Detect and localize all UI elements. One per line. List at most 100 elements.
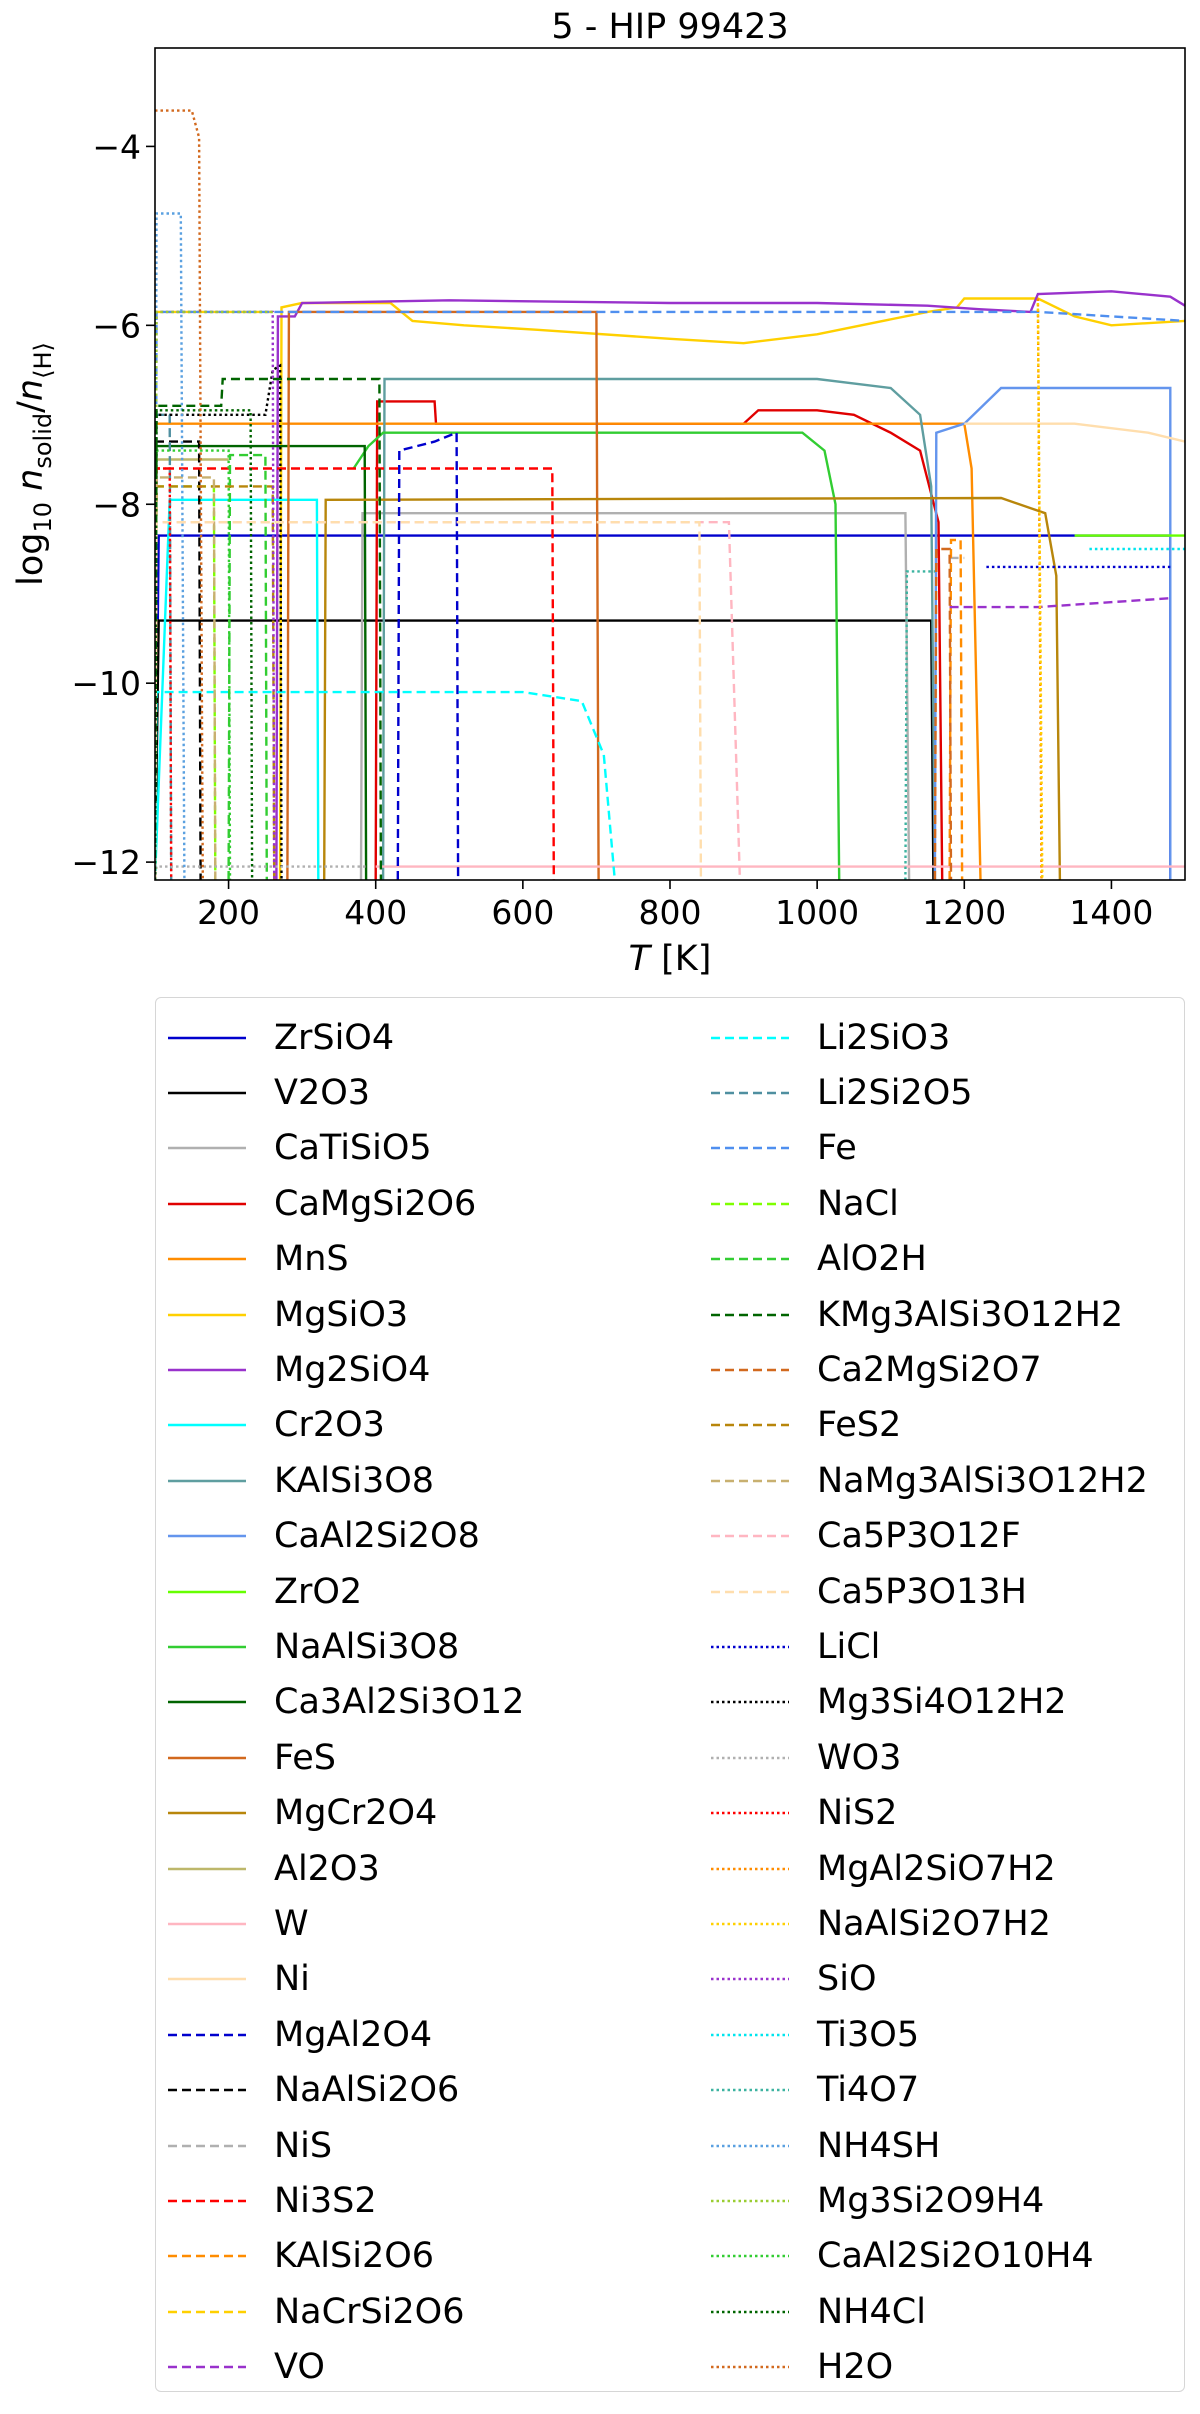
legend-label: AlO2H [817, 1239, 927, 1280]
legend-label: Cr2O3 [274, 1405, 385, 1446]
legend-label: MgAl2O4 [274, 2014, 433, 2055]
legend-label: NaMg3AlSi3O12H2 [817, 1460, 1148, 1501]
series-line-caal2si2o8 [933, 386, 1172, 880]
legend-label: VO [274, 2347, 325, 2388]
legend-item: MgCr2O4 [168, 1785, 524, 1840]
legend-label: CaAl2Si2O8 [274, 1516, 480, 1557]
y-axis: −4 −6 −8 −10 −12 [71, 127, 155, 882]
legend-item: Cr2O3 [168, 1398, 524, 1453]
series-line-ca3al2si3o12 [155, 444, 368, 880]
legend-item: NH4Cl [711, 2284, 1148, 2339]
legend-swatch [168, 1147, 246, 1150]
legend-label: Ca5P3O12F [817, 1516, 1021, 1557]
legend-label: MgAl2SiO7H2 [817, 1848, 1056, 1889]
legend-swatch [168, 1091, 246, 1095]
legend-item: ZrO2 [168, 1564, 524, 1619]
legend-swatch [711, 1701, 789, 1704]
legend-swatch [711, 1479, 789, 1483]
legend-swatch [168, 1645, 246, 1649]
legend-item: ZrSiO4 [168, 1010, 524, 1065]
series-line-mg2sio4 [275, 290, 1185, 880]
y-tick-label: −10 [71, 664, 141, 703]
legend-item: CaMgSi2O6 [168, 1176, 524, 1231]
y-tick-label: −8 [92, 485, 141, 524]
legend-item: H2O [711, 2339, 1148, 2394]
legend-swatch [711, 1534, 789, 1538]
legend-label: KAlSi3O8 [274, 1460, 435, 1501]
x-axis: 200 400 600 800 1000 1200 1400 [197, 880, 1153, 932]
y-tick-label: −6 [92, 306, 141, 345]
legend-label: NaCrSi2O6 [274, 2291, 465, 2332]
legend-swatch [711, 2199, 789, 2203]
legend-item: KAlSi2O6 [168, 2229, 524, 2284]
legend-swatch [168, 1313, 246, 1316]
legend-item: Fe [711, 1121, 1148, 1176]
legend-label: CaMgSi2O6 [274, 1183, 477, 1224]
legend-item: VO [168, 2339, 524, 2394]
legend-swatch [711, 1313, 789, 1316]
series-line-caal2si2o10h4 [155, 449, 232, 880]
legend-item: Ni3S2 [168, 2173, 524, 2228]
series-line-mgcr2o4 [323, 496, 1062, 880]
series-line-fe [155, 310, 1185, 880]
legend-swatch [711, 1368, 789, 1372]
legend-label: NaCl [817, 1183, 899, 1224]
legend-item: NiS2 [711, 1785, 1148, 1840]
legend-label: Fe [817, 1128, 857, 1169]
y-tick-label: −12 [71, 843, 141, 882]
legend-item: MnS [168, 1232, 524, 1287]
series-line-nh4cl [155, 409, 254, 880]
legend-label: NiS2 [817, 1793, 898, 1834]
legend-swatch [168, 1479, 246, 1483]
legend-item: CaAl2Si2O10H4 [711, 2229, 1148, 2284]
legend-swatch [711, 1645, 789, 1649]
series-line-zrsio4 [155, 534, 1172, 880]
series-layer [155, 109, 1185, 880]
legend-item: WO3 [711, 1730, 1148, 1785]
legend-swatch [168, 2033, 246, 2037]
legend-swatch [168, 2199, 246, 2203]
legend-column-right: Li2SiO3 Li2Si2O5 Fe NaCl AlO2H KMg3AlSi3O12H2… [711, 1010, 1148, 2395]
legend-swatch [711, 2310, 789, 2313]
legend-item: Li2SiO3 [711, 1010, 1148, 1065]
legend: ZrSiO4 V2O3 CaTiSiO5 CaMgSi2O6 MnS MgSiO3 Mg2S… [155, 997, 1185, 2392]
legend-label: Ca3Al2Si3O12 [274, 1682, 525, 1723]
legend-swatch [168, 2365, 246, 2369]
series-line-naalsi2o7h2 [1036, 302, 1044, 880]
legend-swatch [711, 2033, 789, 2037]
legend-swatch [168, 2088, 246, 2092]
series-line-wo3 [155, 865, 369, 880]
legend-label: Li2Si2O5 [817, 1073, 973, 1114]
legend-swatch [168, 1922, 246, 1926]
series-line-naalsi3o8 [352, 431, 841, 880]
legend-item: LiCl [711, 1619, 1148, 1674]
series-line-fes [286, 310, 600, 880]
x-tick-label: 800 [639, 893, 702, 932]
x-tick-label: 200 [197, 893, 260, 932]
legend-label: Ti3O5 [817, 2014, 920, 2055]
series-line-alo2h [227, 453, 268, 880]
legend-swatch [711, 2088, 789, 2092]
series-line-camgsi2o6 [374, 400, 944, 880]
legend-item: NaAlSi2O7H2 [711, 1896, 1148, 1951]
legend-swatch [711, 1036, 789, 1039]
legend-item: MgSiO3 [168, 1287, 524, 1342]
series-line-mgsio3 [278, 297, 1185, 880]
legend-swatch [711, 2144, 789, 2147]
legend-item: NaCl [711, 1176, 1148, 1231]
legend-swatch [711, 2254, 789, 2258]
legend-swatch [168, 1368, 246, 1372]
legend-item: KMg3AlSi3O12H2 [711, 1287, 1148, 1342]
legend-item: Ti4O7 [711, 2062, 1148, 2117]
legend-label: NaAlSi2O7H2 [817, 1903, 1051, 1944]
series-line-namg3alsi3o12h2 [155, 476, 217, 880]
legend-swatch [168, 1257, 246, 1261]
legend-swatch [168, 2254, 246, 2258]
legend-label: WO3 [817, 1737, 902, 1778]
legend-swatch [168, 1978, 246, 1981]
y-tick-label: −4 [92, 127, 141, 166]
legend-swatch [711, 1147, 789, 1150]
x-tick-label: 400 [344, 893, 407, 932]
legend-item: NaCrSi2O6 [168, 2284, 524, 2339]
legend-item: Al2O3 [168, 1841, 524, 1896]
